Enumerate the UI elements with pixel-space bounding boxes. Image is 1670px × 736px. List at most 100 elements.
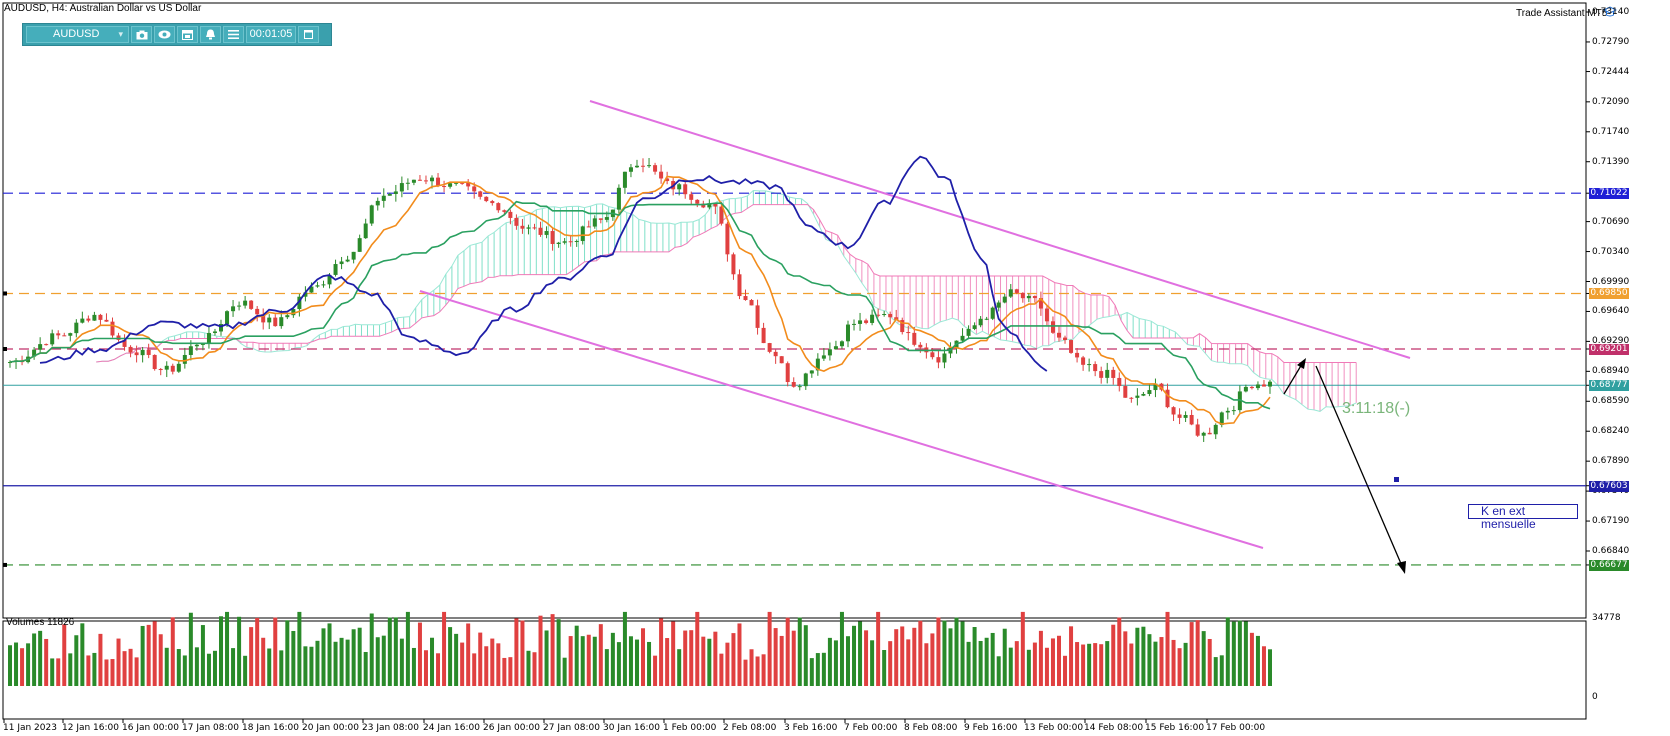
volume-bar bbox=[490, 638, 495, 686]
volume-bar bbox=[858, 621, 863, 686]
candle-body bbox=[888, 314, 893, 318]
candle-body bbox=[514, 217, 519, 226]
volume-bar bbox=[984, 637, 989, 686]
candle-body bbox=[351, 251, 356, 260]
price-label: 0.68240 bbox=[1592, 426, 1630, 437]
candle-body bbox=[194, 344, 199, 347]
volume-bar bbox=[86, 655, 91, 686]
candle-body bbox=[1153, 383, 1158, 391]
alert-button[interactable] bbox=[200, 26, 221, 43]
volume-bar bbox=[876, 611, 881, 686]
volume-bar bbox=[912, 627, 917, 686]
candle-body bbox=[870, 314, 875, 323]
price-label: 0.70690 bbox=[1592, 216, 1630, 227]
candle-body bbox=[815, 358, 820, 371]
volume-bar bbox=[321, 628, 326, 686]
candle-body bbox=[1008, 289, 1013, 297]
volume-bar bbox=[1050, 638, 1055, 686]
annotation-label[interactable]: K en ext mensuelle bbox=[1468, 504, 1578, 531]
menu-button[interactable] bbox=[223, 26, 244, 43]
volume-bar bbox=[472, 653, 477, 686]
date-label: 26 Jan 00:00 bbox=[483, 723, 540, 733]
volume-indicator-label: Volumes 11826 bbox=[6, 617, 75, 628]
candle-body bbox=[261, 314, 266, 323]
date-label: 18 Jan 16:00 bbox=[242, 723, 299, 733]
volume-bar bbox=[526, 650, 531, 686]
volume-bar bbox=[1123, 631, 1128, 686]
volume-bar bbox=[182, 655, 187, 686]
candle-body bbox=[966, 328, 971, 336]
candle-body bbox=[604, 217, 609, 220]
volume-bar bbox=[62, 624, 67, 686]
screenshot-button[interactable] bbox=[131, 26, 152, 43]
volume-bar bbox=[1153, 641, 1158, 686]
volume-bar bbox=[327, 623, 332, 686]
volume-bar bbox=[1189, 622, 1194, 686]
volume-bar bbox=[743, 659, 748, 686]
candle-body bbox=[333, 264, 338, 275]
candle-body bbox=[1117, 377, 1122, 387]
candle-body bbox=[430, 177, 435, 182]
candle-body bbox=[152, 354, 157, 370]
volume-bar bbox=[291, 630, 296, 686]
candle-body bbox=[1050, 321, 1055, 333]
date-label: 23 Jan 08:00 bbox=[362, 723, 419, 733]
volume-bar bbox=[1249, 632, 1254, 686]
expert-advisor-name: Trade Assistant MT5 bbox=[1516, 8, 1608, 19]
candle-countdown: 3:11:18(-) bbox=[1342, 400, 1411, 417]
candle-body bbox=[62, 335, 67, 337]
volume-bar bbox=[888, 641, 893, 686]
volume-bar bbox=[357, 627, 362, 686]
candle-body bbox=[243, 300, 248, 306]
volume-bar bbox=[460, 642, 465, 686]
volume-bar bbox=[273, 617, 278, 686]
volume-bar bbox=[1237, 620, 1242, 686]
symbol-select[interactable]: AUDUSD ▾ bbox=[26, 26, 129, 43]
volume-bar bbox=[1255, 635, 1260, 686]
volume-bar bbox=[68, 653, 73, 686]
volume-bar bbox=[345, 639, 350, 686]
price-label: 0.72090 bbox=[1592, 96, 1630, 107]
volume-bar bbox=[737, 623, 742, 686]
candle-body bbox=[683, 184, 688, 195]
candle-body bbox=[1026, 295, 1031, 299]
volume-bar bbox=[261, 637, 266, 686]
volume-bar bbox=[255, 617, 260, 686]
date-label: 17 Feb 00:00 bbox=[1206, 723, 1266, 733]
candle-body bbox=[785, 363, 790, 383]
volume-bar bbox=[628, 636, 633, 686]
date-label: 1 Feb 00:00 bbox=[663, 723, 717, 733]
minimize-panel-button[interactable] bbox=[298, 26, 319, 43]
date-label: 2 Feb 08:00 bbox=[723, 723, 777, 733]
volume-bar bbox=[1117, 617, 1122, 686]
candle-body bbox=[448, 183, 453, 187]
candle-body bbox=[478, 191, 483, 197]
volume-bar bbox=[622, 611, 627, 686]
candle-body bbox=[315, 285, 320, 287]
candle-body bbox=[339, 261, 344, 265]
candle-body bbox=[249, 300, 254, 309]
volume-bar bbox=[954, 617, 959, 686]
volume-bar bbox=[152, 621, 157, 686]
volume-bar bbox=[852, 625, 857, 686]
candle-body bbox=[393, 191, 398, 194]
volume-bar bbox=[448, 627, 453, 686]
calendar-button[interactable] bbox=[177, 26, 198, 43]
view-button[interactable] bbox=[154, 26, 175, 43]
price-label: 0.67890 bbox=[1592, 456, 1630, 467]
price-label: 0.71390 bbox=[1592, 156, 1630, 167]
candle-body bbox=[1268, 381, 1272, 387]
candle-body bbox=[369, 205, 374, 224]
volume-bar bbox=[978, 640, 983, 686]
candle-body bbox=[32, 349, 37, 357]
candle-body bbox=[1189, 415, 1194, 425]
candle-body bbox=[1207, 432, 1212, 435]
candle-body bbox=[978, 318, 983, 326]
volume-bar bbox=[423, 650, 428, 686]
volume-bar bbox=[677, 649, 682, 686]
candle-body bbox=[821, 355, 826, 359]
kijun-sen-line bbox=[9, 200, 1271, 410]
candle-body bbox=[291, 309, 296, 316]
